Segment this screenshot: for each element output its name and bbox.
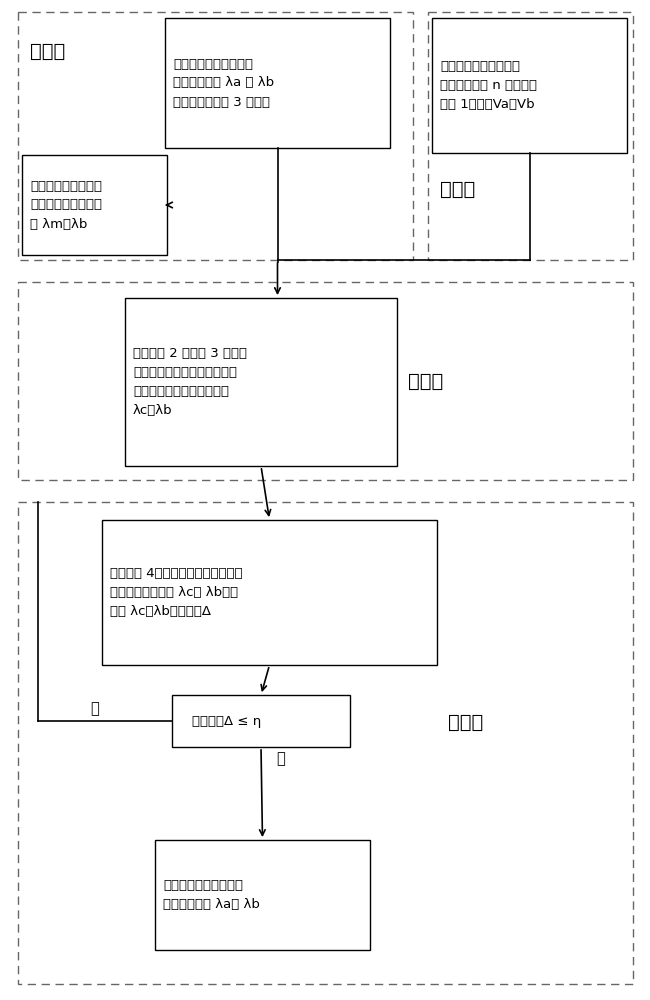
- Bar: [428, 12, 633, 260]
- Bar: [172, 695, 350, 747]
- Text: 比较误差Δ ≤ η: 比较误差Δ ≤ η: [192, 714, 261, 728]
- Bar: [18, 502, 633, 984]
- Text: 确定轻粗骨料或轻细骨
料的导热系数 λa或 λb: 确定轻粗骨料或轻细骨 料的导热系数 λa或 λb: [163, 879, 260, 911]
- Bar: [18, 282, 633, 480]
- Bar: [18, 12, 413, 260]
- Bar: [155, 840, 370, 950]
- Bar: [165, 18, 390, 148]
- Text: 把轻粗骨料或轻细骨料
的体积比分为 n 份，根据
公式 1，求出Va或Vb: 把轻粗骨料或轻细骨料 的体积比分为 n 份，根据 公式 1，求出Va或Vb: [440, 60, 537, 111]
- Text: 根据公式 4，计算混凝土或水泥砂浆
导热系数的计算值 λc或 λb与试
验值 λc或λb的误差：Δ: 根据公式 4，计算混凝土或水泥砂浆 导热系数的计算值 λc或 λb与试 验值 λ…: [110, 567, 242, 618]
- Bar: [102, 520, 437, 665]
- Text: 否: 否: [90, 701, 99, 716]
- Bar: [22, 155, 167, 255]
- Text: 第三步: 第三步: [408, 371, 443, 390]
- Bar: [125, 298, 397, 466]
- Text: 假设轻粗骨料或轻细骨
料的导热系数 λa 或 λb
（初值参考公式 3 确定）: 假设轻粗骨料或轻细骨 料的导热系数 λa 或 λb （初值参考公式 3 确定）: [173, 57, 274, 108]
- Text: 根据公式 2 或公式 3 循环迭
代，求出最终组合物（混凝土
或水泥砂浆）的导热系数：
λc或λb: 根据公式 2 或公式 3 循环迭 代，求出最终组合物（混凝土 或水泥砂浆）的导热…: [133, 347, 247, 417]
- Text: 是: 是: [276, 751, 285, 766]
- Text: 根据试验求出水泥砂
浆或水泥浆的导热系
数 λm或λb: 根据试验求出水泥砂 浆或水泥浆的导热系 数 λm或λb: [30, 180, 102, 231]
- Text: 第一步: 第一步: [30, 42, 65, 61]
- Text: 第二步: 第二步: [440, 180, 475, 199]
- Text: 第四步: 第四步: [448, 712, 483, 732]
- Bar: [432, 18, 627, 153]
